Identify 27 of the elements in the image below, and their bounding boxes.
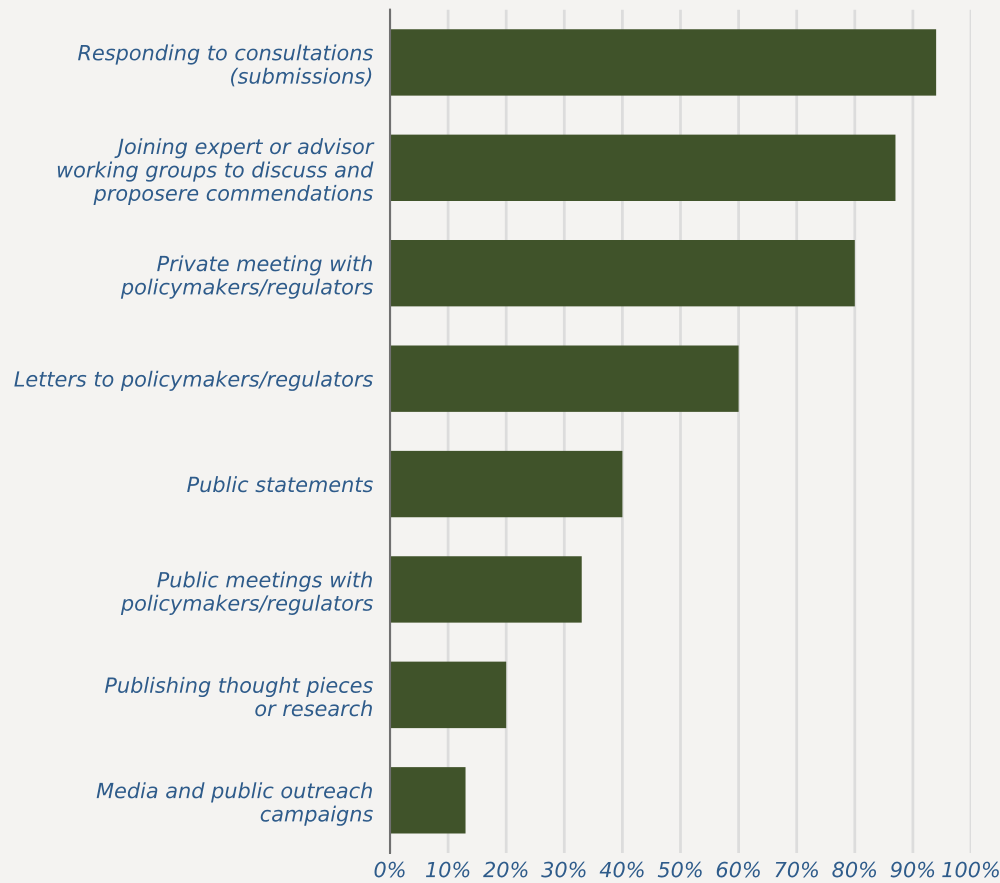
bar <box>390 240 855 306</box>
x-tick-label: 40% <box>600 862 644 878</box>
bar <box>390 450 622 518</box>
bar <box>390 662 506 728</box>
x-tick-label: 90% <box>890 862 934 878</box>
x-tick-label: 10% <box>426 862 470 878</box>
bar <box>390 767 466 834</box>
x-tick-label: 70% <box>775 862 818 878</box>
y-tick-label: Private meeting with policymakers/regulators <box>120 255 373 299</box>
bar <box>390 556 582 623</box>
bar <box>390 29 936 96</box>
bar <box>390 134 896 202</box>
x-tick-label: 30% <box>541 862 586 878</box>
bar <box>390 345 739 412</box>
x-tick-label: 80% <box>832 862 876 878</box>
x-tick-label: 20% <box>483 862 528 878</box>
y-tick-label: Media and public outreach campaigns <box>96 782 373 826</box>
y-tick-label: Letters to policymakers/regulators <box>14 370 373 391</box>
y-tick-label: Public meetings with policymakers/regulators <box>120 571 373 615</box>
x-tick-label: 100% <box>942 862 999 878</box>
y-tick-label: Responding to consultations (submissions) <box>78 44 373 86</box>
y-tick-label: Publishing thought pieces or research <box>104 676 373 716</box>
x-tick-label: 60% <box>716 862 760 878</box>
y-tick-label: Joining expert or advisor working groups to discuss and proposere commendations <box>58 138 374 205</box>
x-tick-label: 0% <box>374 862 405 878</box>
y-tick-label: Public statements <box>187 476 373 492</box>
x-tick-label: 50% <box>658 862 702 878</box>
